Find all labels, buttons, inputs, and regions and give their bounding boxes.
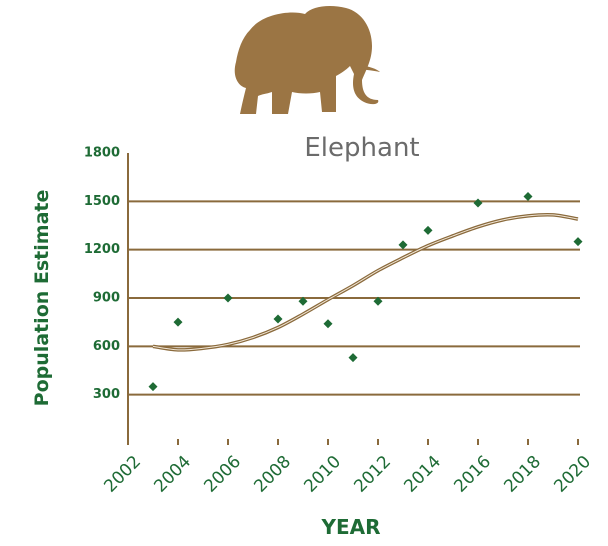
data-point [373,296,383,306]
y-tick-label: 300 [93,387,120,402]
x-tick-label: 2002 [100,452,145,497]
data-point [423,225,433,235]
data-point [273,314,283,324]
data-point [148,382,158,392]
y-tick-label: 1800 [84,146,120,161]
x-tick-label: 2006 [200,452,245,497]
y-tick-label: 600 [93,339,120,354]
x-tick-label: 2004 [150,452,195,497]
x-tick-label: 2014 [400,452,445,497]
y-tick-label: 1500 [84,194,120,209]
chart-title: Elephant [304,133,419,163]
y-tick-label: 1200 [84,242,120,257]
trend-line [152,212,579,352]
data-point [223,293,233,303]
elephant-icon [234,6,380,114]
data-point [298,296,308,306]
data-point [473,198,483,208]
x-tick-label: 2018 [500,452,545,497]
data-point [573,237,583,247]
x-axis-label: YEAR [320,515,380,539]
y-axis-label: Population Estimate [31,190,53,407]
trend-line-inner [152,214,579,351]
x-tick-label: 2012 [350,452,395,497]
data-point [348,353,358,363]
data-point [173,317,183,327]
y-tick-label: 900 [93,291,120,306]
x-tick-label: 2008 [250,452,295,497]
data-point [323,319,333,329]
data-point [398,240,408,250]
data-point [523,192,533,201]
x-tick-label: 2016 [450,452,495,497]
x-tick-label: 2020 [550,452,595,497]
x-tick-label: 2010 [300,452,345,497]
